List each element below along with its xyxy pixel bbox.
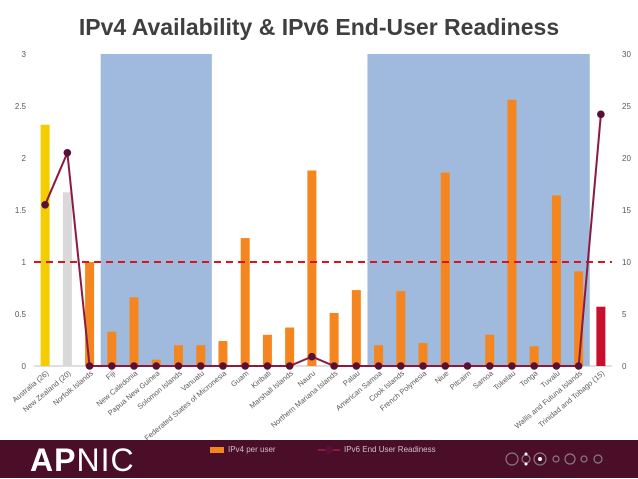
ipv6-point-1 bbox=[63, 149, 72, 157]
shaded-region-0 bbox=[100, 54, 212, 366]
y-right-tick-label: 30 bbox=[622, 50, 631, 59]
bar-21 bbox=[507, 99, 517, 366]
y-left-tick-label: 0.5 bbox=[15, 310, 27, 319]
y-left-tick-label: 3 bbox=[22, 50, 27, 59]
bar-0 bbox=[40, 124, 50, 366]
ipv6-point-24 bbox=[574, 362, 583, 370]
page-title: IPv4 Availability & IPv6 End-User Readin… bbox=[78, 14, 560, 40]
x-tick-label: Fiji bbox=[104, 368, 117, 381]
y-right-tick-label: 10 bbox=[622, 258, 631, 267]
y-left-tick-label: 1 bbox=[22, 258, 27, 267]
ipv6-point-4 bbox=[130, 362, 138, 370]
bar-8 bbox=[218, 341, 228, 366]
x-tick-label: Samoa bbox=[471, 368, 496, 391]
bar-23 bbox=[551, 195, 561, 366]
bar-13 bbox=[329, 312, 339, 366]
bar-20 bbox=[485, 334, 495, 366]
ipv6-point-18 bbox=[441, 362, 450, 370]
bar-14 bbox=[351, 290, 361, 366]
ipv6-point-3 bbox=[108, 362, 116, 370]
bar-4 bbox=[129, 297, 139, 366]
y-right-tick-label: 5 bbox=[622, 310, 627, 319]
x-tick-label: Niue bbox=[433, 369, 451, 386]
ipv6-point-10 bbox=[263, 362, 272, 370]
bar-18 bbox=[440, 172, 450, 366]
legend-swatch-line bbox=[318, 445, 340, 454]
x-tick-label: Guam bbox=[229, 369, 250, 389]
ipv6-point-23 bbox=[552, 362, 561, 370]
footer-bar bbox=[0, 440, 638, 478]
bar-11 bbox=[285, 327, 295, 366]
bar-25 bbox=[596, 306, 606, 366]
ipv6-point-7 bbox=[196, 362, 205, 370]
ipv6-point-5 bbox=[152, 362, 161, 370]
bar-7 bbox=[196, 345, 206, 366]
bar-9 bbox=[240, 238, 250, 366]
bar-10 bbox=[262, 334, 272, 366]
bar-6 bbox=[174, 345, 183, 366]
ipv6-point-22 bbox=[530, 362, 538, 370]
network-graphic-icon bbox=[505, 452, 603, 466]
legend: IPv4 per user IPv6 End User Readiness bbox=[0, 445, 638, 461]
y-right-tick-label: 20 bbox=[622, 154, 631, 163]
y-left-tick-label: 1.5 bbox=[15, 206, 27, 215]
y-left-tick-label: 2 bbox=[22, 154, 27, 163]
y-right-tick-label: 25 bbox=[622, 102, 631, 111]
ipv6-point-12 bbox=[308, 352, 316, 361]
ipv6-point-0 bbox=[41, 201, 49, 209]
y-right-tick-label: 15 bbox=[622, 206, 631, 215]
x-tick-label: Tokelau bbox=[492, 369, 518, 393]
bar-24 bbox=[574, 271, 584, 366]
ipv6-point-9 bbox=[241, 362, 249, 370]
ipv6-point-21 bbox=[508, 362, 516, 370]
bar-2 bbox=[85, 262, 95, 366]
y-left-tick-label: 0 bbox=[22, 362, 27, 371]
legend-label-ipv4: IPv4 per user bbox=[228, 445, 276, 454]
legend-item-ipv6: IPv6 End User Readiness bbox=[318, 445, 436, 454]
bar-17 bbox=[418, 343, 428, 366]
bar-15 bbox=[374, 345, 384, 366]
ipv6-point-13 bbox=[330, 362, 338, 370]
y-right-tick-label: 0 bbox=[622, 362, 627, 371]
x-tick-label: Tonga bbox=[518, 368, 540, 389]
x-tick-label: Pitcairn bbox=[448, 369, 473, 392]
bar-12 bbox=[307, 170, 317, 366]
ipv6-point-6 bbox=[174, 362, 183, 370]
ipv6-point-15 bbox=[374, 362, 383, 370]
ipv6-point-20 bbox=[485, 362, 494, 370]
ipv6-point-19 bbox=[463, 362, 472, 370]
bar-16 bbox=[396, 291, 406, 366]
ipv6-point-8 bbox=[219, 362, 227, 370]
apnic-logo: APNIC bbox=[30, 442, 135, 478]
bar-3 bbox=[107, 331, 117, 366]
legend-item-ipv4: IPv4 per user bbox=[210, 445, 276, 454]
legend-swatch-bar bbox=[210, 446, 224, 453]
ipv6-point-25 bbox=[597, 110, 605, 119]
ipv6-point-2 bbox=[85, 362, 94, 370]
ipv6-point-14 bbox=[352, 362, 361, 370]
y-left-tick-label: 2.5 bbox=[15, 102, 27, 111]
legend-label-ipv6: IPv6 End User Readiness bbox=[344, 445, 436, 454]
bar-1 bbox=[62, 192, 72, 366]
bar-22 bbox=[529, 346, 539, 366]
ipv6-point-16 bbox=[397, 362, 405, 370]
ipv6-point-11 bbox=[285, 362, 294, 370]
ipv6-point-17 bbox=[419, 362, 427, 370]
